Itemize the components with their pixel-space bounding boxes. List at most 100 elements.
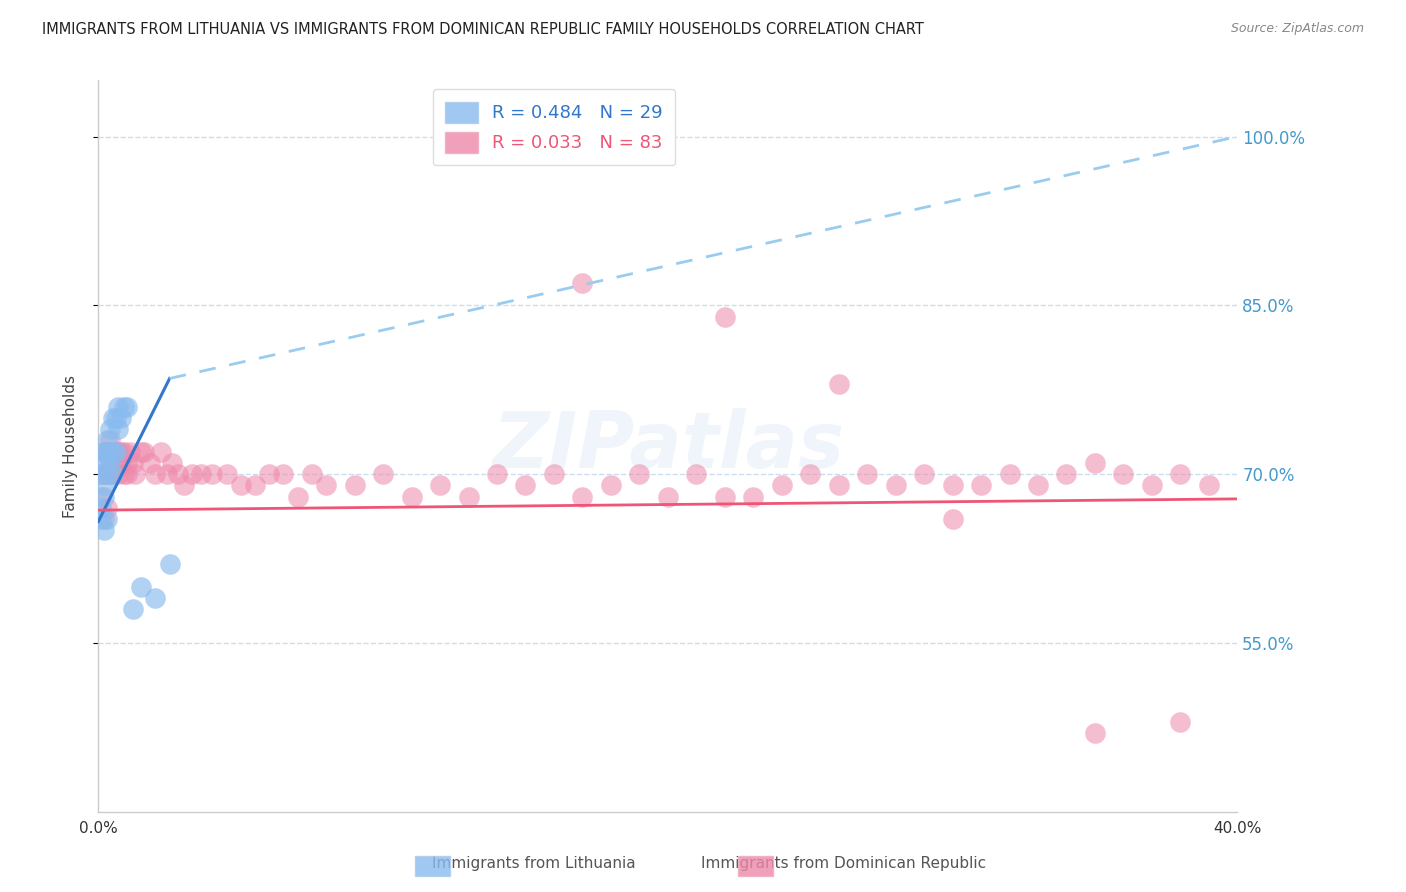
Point [129, 444, 152, 458]
Text: Immigrants from Lithuania: Immigrants from Lithuania [433, 856, 636, 871]
Point [104, 444, 127, 458]
Point [93, 490, 115, 504]
Point [129, 580, 152, 594]
Text: Immigrants from Dominican Republic: Immigrants from Dominican Republic [702, 856, 986, 871]
Point [96, 467, 118, 482]
Point [96, 444, 118, 458]
Point [685, 467, 707, 482]
Point [1084, 456, 1107, 470]
Point [942, 478, 965, 492]
Point [515, 478, 537, 492]
Point [215, 467, 238, 482]
Point [970, 478, 993, 492]
Point [145, 591, 167, 605]
Point [1056, 467, 1078, 482]
Point [229, 478, 252, 492]
Point [1198, 478, 1220, 492]
Point [190, 467, 212, 482]
Point [110, 444, 132, 458]
Point [159, 557, 181, 571]
Point [457, 490, 479, 504]
Point [486, 467, 509, 482]
Point [101, 410, 124, 425]
Point [657, 490, 679, 504]
Point [1140, 478, 1163, 492]
Point [1112, 467, 1135, 482]
Point [628, 467, 651, 482]
Point [273, 467, 295, 482]
Point [173, 478, 195, 492]
Point [93, 456, 115, 470]
Point [98, 456, 121, 470]
Point [98, 467, 121, 482]
Point [90, 467, 112, 482]
Point [96, 512, 118, 526]
Point [101, 467, 124, 482]
Point [828, 377, 851, 392]
Point [98, 422, 121, 436]
Point [110, 410, 132, 425]
Point [181, 467, 204, 482]
Point [884, 478, 907, 492]
Point [96, 444, 118, 458]
Point [96, 500, 118, 515]
Point [124, 467, 146, 482]
Point [145, 467, 167, 482]
Point [942, 512, 965, 526]
Point [600, 478, 623, 492]
Point [96, 434, 118, 448]
Point [93, 467, 115, 482]
Point [93, 444, 115, 458]
Point [315, 478, 337, 492]
Point [770, 478, 793, 492]
Legend: R = 0.484   N = 29, R = 0.033   N = 83: R = 0.484 N = 29, R = 0.033 N = 83 [433, 89, 675, 165]
Point [101, 444, 124, 458]
Point [1084, 726, 1107, 740]
Point [714, 310, 737, 324]
Point [1170, 467, 1192, 482]
Text: ZIPatlas: ZIPatlas [492, 408, 844, 484]
Point [201, 467, 224, 482]
Point [912, 467, 935, 482]
Point [107, 444, 129, 458]
Point [998, 467, 1021, 482]
Point [104, 456, 127, 470]
Point [571, 276, 593, 290]
Point [150, 444, 173, 458]
Point [742, 490, 765, 504]
Point [571, 490, 593, 504]
Text: IMMIGRANTS FROM LITHUANIA VS IMMIGRANTS FROM DOMINICAN REPUBLIC FAMILY HOUSEHOLD: IMMIGRANTS FROM LITHUANIA VS IMMIGRANTS … [42, 22, 924, 37]
Point [93, 444, 115, 458]
Point [162, 456, 184, 470]
Point [107, 467, 129, 482]
Point [101, 444, 124, 458]
Point [429, 478, 451, 492]
Point [132, 444, 155, 458]
Point [799, 467, 821, 482]
Point [1026, 478, 1049, 492]
Point [115, 467, 138, 482]
Point [93, 478, 115, 492]
Point [828, 478, 851, 492]
Point [96, 467, 118, 482]
Text: Source: ZipAtlas.com: Source: ZipAtlas.com [1230, 22, 1364, 36]
Point [107, 400, 129, 414]
Point [118, 444, 141, 458]
Point [401, 490, 423, 504]
Point [112, 467, 135, 482]
Point [1170, 714, 1192, 729]
Y-axis label: Family Households: Family Households [63, 375, 77, 517]
Point [90, 500, 112, 515]
Point [121, 602, 143, 616]
Point [856, 467, 879, 482]
Point [259, 467, 281, 482]
Point [115, 456, 138, 470]
Point [287, 490, 309, 504]
Point [343, 478, 366, 492]
Point [156, 467, 179, 482]
Point [167, 467, 190, 482]
Point [115, 400, 138, 414]
Point [714, 490, 737, 504]
Point [107, 422, 129, 436]
Point [543, 467, 565, 482]
